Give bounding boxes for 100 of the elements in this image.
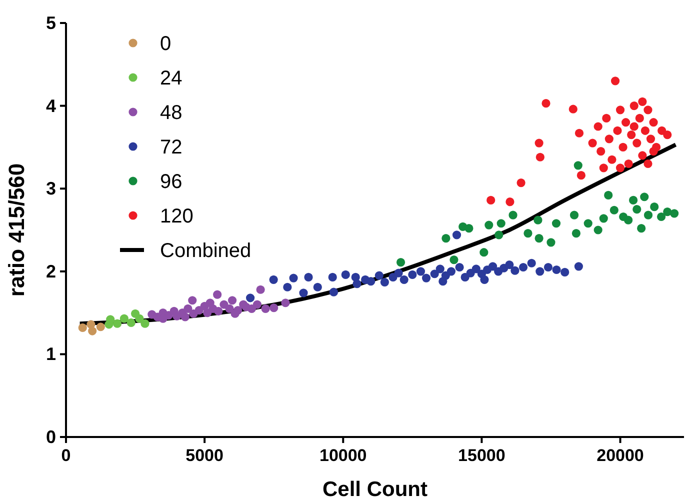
point	[184, 304, 192, 313]
point	[203, 308, 212, 318]
y-tick-label: 0	[46, 427, 56, 447]
point	[269, 275, 278, 284]
point	[505, 260, 514, 270]
point	[120, 314, 128, 323]
point	[494, 230, 504, 240]
legend-label: Combined	[160, 240, 252, 262]
point	[518, 262, 528, 272]
point	[230, 309, 240, 318]
point	[594, 122, 602, 131]
point	[246, 294, 255, 302]
point	[536, 152, 544, 162]
point	[396, 258, 406, 267]
point	[638, 97, 647, 106]
point	[438, 277, 448, 286]
y-tick-label: 2	[46, 261, 56, 282]
point	[552, 219, 561, 228]
point	[464, 224, 474, 233]
point	[213, 290, 222, 299]
x-tick-label: 0	[61, 446, 71, 465]
legend-label: 96	[160, 171, 182, 193]
point	[635, 114, 644, 123]
point	[574, 128, 584, 138]
point	[638, 151, 647, 160]
point	[455, 262, 464, 272]
point	[270, 304, 278, 312]
x-tick-label: 15000	[458, 446, 506, 465]
point	[488, 262, 498, 271]
point	[624, 159, 633, 168]
point	[430, 270, 439, 278]
point	[599, 214, 608, 223]
point	[516, 178, 526, 188]
point	[663, 130, 672, 140]
legend-label: 0	[160, 33, 172, 55]
point	[252, 300, 262, 309]
point	[446, 267, 456, 276]
point	[574, 262, 583, 271]
point	[534, 234, 544, 243]
point	[670, 209, 679, 218]
point	[486, 196, 496, 204]
point	[624, 216, 633, 224]
point	[394, 268, 403, 278]
y-tick-label: 5	[46, 13, 56, 33]
point	[450, 256, 458, 264]
point	[281, 298, 290, 308]
point	[313, 282, 322, 292]
point	[366, 277, 376, 286]
point	[341, 270, 350, 280]
point	[188, 296, 197, 305]
point	[135, 314, 144, 323]
point	[640, 126, 650, 135]
point	[126, 318, 136, 328]
y-tick-label: 4	[46, 96, 56, 116]
point	[604, 190, 613, 200]
point	[225, 304, 234, 313]
point	[442, 234, 450, 243]
legend-label: 120	[160, 206, 194, 228]
point	[506, 198, 514, 206]
point	[596, 147, 606, 156]
point	[408, 270, 417, 280]
point	[608, 155, 616, 164]
point	[78, 323, 87, 332]
point	[650, 202, 659, 212]
point	[604, 134, 614, 144]
point	[644, 210, 653, 220]
point	[256, 285, 265, 294]
point	[644, 159, 652, 168]
point	[283, 282, 292, 292]
point	[328, 272, 337, 282]
point	[527, 258, 536, 268]
y-tick-label: 3	[46, 178, 56, 199]
point	[610, 76, 620, 86]
point	[534, 138, 544, 148]
point	[452, 230, 462, 240]
point	[480, 248, 488, 257]
point	[644, 106, 652, 114]
point	[496, 219, 506, 228]
point	[106, 315, 115, 324]
point	[588, 138, 597, 148]
point	[628, 196, 638, 204]
point	[622, 118, 630, 127]
point	[480, 275, 489, 284]
point	[602, 114, 611, 123]
point	[599, 164, 608, 172]
point	[534, 216, 542, 224]
point	[560, 268, 570, 277]
point	[289, 274, 298, 282]
point	[436, 264, 444, 274]
point	[656, 212, 666, 222]
point	[610, 206, 618, 214]
legend-label: 48	[160, 102, 182, 124]
point	[572, 229, 580, 238]
point	[640, 192, 649, 202]
point	[663, 207, 672, 216]
point	[206, 298, 214, 308]
y-axis-title: ratio 415/560	[4, 163, 29, 297]
point	[228, 296, 237, 305]
x-tick-label: 20000	[596, 446, 644, 465]
point	[304, 272, 313, 282]
